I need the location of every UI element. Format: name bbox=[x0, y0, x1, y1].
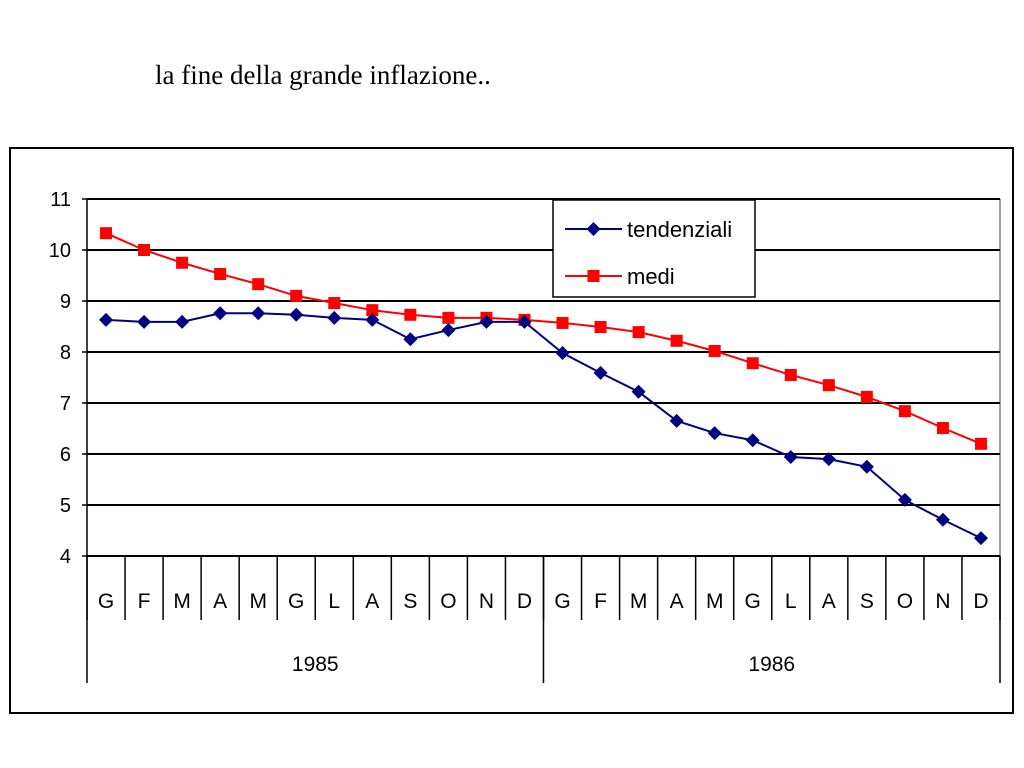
data-point-tendenziali bbox=[707, 426, 722, 441]
x-tick-label: M bbox=[173, 590, 191, 613]
x-tick-label: O bbox=[897, 590, 913, 613]
data-point-tendenziali bbox=[859, 459, 874, 474]
series-line-medi bbox=[105, 232, 982, 445]
data-point-medi bbox=[404, 308, 417, 321]
data-point-medi bbox=[784, 368, 797, 381]
y-tick-label: 9 bbox=[60, 291, 71, 313]
data-point-tendenziali bbox=[365, 312, 380, 327]
data-point-tendenziali bbox=[441, 323, 456, 338]
data-point-tendenziali bbox=[783, 450, 798, 465]
x-tick-label: L bbox=[785, 590, 797, 613]
y-tick-label: 7 bbox=[60, 393, 71, 415]
legend-marker-tendenziali bbox=[586, 222, 601, 236]
y-tick-label: 4 bbox=[60, 546, 71, 568]
x-tick-label: F bbox=[594, 590, 607, 613]
data-point-tendenziali bbox=[593, 365, 608, 380]
group-label: 1986 bbox=[748, 653, 795, 676]
data-point-medi bbox=[936, 421, 949, 434]
data-point-tendenziali bbox=[479, 314, 494, 329]
x-tick-label: A bbox=[822, 590, 836, 613]
data-point-tendenziali bbox=[897, 492, 912, 507]
data-point-tendenziali bbox=[935, 512, 950, 527]
x-tick-label: G bbox=[98, 590, 114, 613]
y-tick-label: 6 bbox=[60, 444, 71, 466]
legend-box bbox=[552, 199, 756, 298]
data-point-medi bbox=[138, 244, 151, 256]
x-tick-label: G bbox=[554, 590, 570, 613]
data-point-medi bbox=[898, 405, 911, 418]
x-tick-label: N bbox=[479, 590, 494, 613]
y-tick-label: 10 bbox=[49, 240, 71, 262]
data-point-tendenziali bbox=[137, 314, 152, 329]
data-point-tendenziali bbox=[821, 452, 836, 467]
data-point-medi bbox=[708, 344, 721, 357]
data-point-tendenziali bbox=[327, 310, 342, 325]
group-label: 1985 bbox=[292, 653, 339, 676]
data-point-medi bbox=[328, 297, 341, 310]
data-point-medi bbox=[746, 357, 759, 370]
data-point-tendenziali bbox=[213, 306, 228, 321]
data-point-tendenziali bbox=[745, 433, 760, 448]
y-tick-label: 11 bbox=[50, 189, 71, 211]
slide-title: la fine della grande inflazione.. bbox=[155, 60, 491, 90]
legend-marker-medi bbox=[587, 270, 600, 282]
data-point-medi bbox=[442, 311, 455, 324]
x-tick-label: S bbox=[860, 590, 874, 613]
x-tick-label: M bbox=[630, 590, 648, 613]
data-point-medi bbox=[594, 321, 607, 334]
legend-label: medi bbox=[627, 264, 675, 289]
x-tick-label: D bbox=[973, 590, 988, 613]
data-point-medi bbox=[252, 278, 265, 291]
data-point-medi bbox=[290, 289, 303, 302]
x-tick-label: S bbox=[403, 590, 417, 613]
data-point-tendenziali bbox=[555, 346, 570, 361]
x-tick-label: F bbox=[138, 590, 151, 613]
x-tick-label: L bbox=[328, 590, 340, 613]
data-point-medi bbox=[974, 437, 987, 450]
data-point-medi bbox=[366, 304, 379, 317]
data-point-tendenziali bbox=[669, 413, 684, 428]
data-point-tendenziali bbox=[251, 306, 266, 321]
data-point-medi bbox=[214, 267, 227, 280]
x-tick-label: D bbox=[517, 590, 532, 613]
data-point-medi bbox=[822, 379, 835, 392]
y-tick-label: 8 bbox=[60, 342, 71, 364]
x-tick-label: M bbox=[249, 590, 267, 613]
data-point-tendenziali bbox=[99, 312, 114, 327]
data-point-medi bbox=[670, 334, 683, 347]
x-tick-label: G bbox=[745, 590, 761, 613]
y-tick-label: 5 bbox=[60, 495, 71, 517]
x-tick-label: M bbox=[706, 590, 724, 613]
x-tick-label: A bbox=[670, 590, 684, 613]
data-point-medi bbox=[176, 256, 189, 269]
x-tick-label: O bbox=[440, 590, 456, 613]
legend-label: tendenziali bbox=[627, 217, 732, 242]
x-tick-label: G bbox=[288, 590, 304, 613]
data-point-tendenziali bbox=[517, 314, 532, 329]
data-point-tendenziali bbox=[289, 307, 304, 322]
x-tick-label: N bbox=[935, 590, 950, 613]
data-point-medi bbox=[860, 390, 873, 403]
data-point-tendenziali bbox=[973, 531, 988, 546]
x-tick-label: A bbox=[365, 590, 379, 613]
data-point-tendenziali bbox=[631, 384, 646, 399]
data-point-medi bbox=[100, 227, 113, 240]
chart-frame bbox=[9, 147, 1014, 714]
data-point-medi bbox=[632, 326, 645, 339]
x-tick-label: A bbox=[213, 590, 227, 613]
data-point-tendenziali bbox=[403, 332, 418, 347]
data-point-tendenziali bbox=[175, 314, 190, 329]
data-point-medi bbox=[556, 316, 569, 329]
